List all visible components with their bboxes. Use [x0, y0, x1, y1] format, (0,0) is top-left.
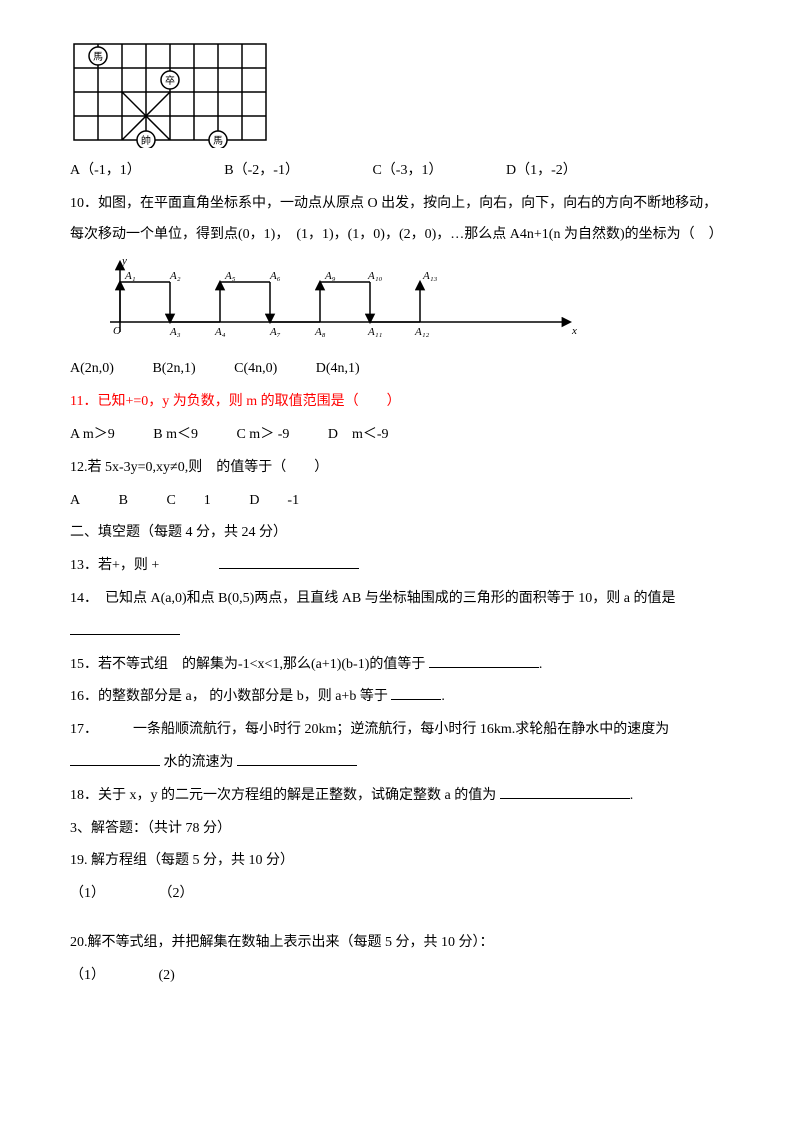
svg-text:O: O: [113, 325, 121, 337]
q12-options: A B C 1 D -1: [70, 486, 730, 517]
section2-title: 二、填空题（每题 4 分，共 24 分）: [70, 518, 730, 549]
q15: 15．若不等式组 的解集为-1<x<1,那么(a+1)(b-1)的值等于 .: [70, 650, 730, 681]
opt-c: C m＞ -9: [236, 420, 289, 451]
q17-line2: 水的流速为: [70, 748, 730, 779]
opt-b: B（-2，-1）: [224, 156, 299, 187]
q14: 14． 已知点 A(a,0)和点 B(0,5)两点，且直线 AB 与坐标轴围成的…: [70, 584, 730, 615]
section3-title: 3、解答题：（共计 78 分）: [70, 814, 730, 845]
q19-sub2: （2）: [159, 879, 194, 910]
q17-pre: 17． 一条船顺流航行，每小时行 20km；逆流航行，每小时行 16km.求轮船…: [70, 722, 669, 737]
svg-text:x: x: [571, 325, 577, 337]
opt-b: B(2n,1): [152, 354, 195, 385]
q19-title: 19. 解方程组（每题 5 分，共 10 分）: [70, 846, 730, 877]
opt-d: D(4n,1): [316, 354, 360, 385]
svg-text:A₁₃: A₁₃: [422, 270, 438, 282]
q19-sub1: （1）: [70, 879, 105, 910]
blank: [70, 752, 160, 766]
svg-text:A₄: A₄: [214, 326, 226, 338]
svg-text:A₁₁: A₁₁: [367, 326, 383, 338]
opt-d: D（1，-2）: [506, 156, 577, 187]
svg-text:A₃: A₃: [169, 326, 181, 338]
blank: [219, 555, 359, 569]
q20-title: 20.解不等式组，并把解集在数轴上表示出来（每题 5 分，共 10 分）：: [70, 928, 730, 959]
q20-sub1: （1）: [70, 961, 105, 992]
opt-c: C 1: [166, 486, 210, 517]
q15-text: 15．若不等式组 的解集为-1<x<1,那么(a+1)(b-1)的值等于: [70, 657, 425, 672]
chess-board-figure: 馬 卒 帥 馬: [70, 40, 730, 148]
svg-text:A₉: A₉: [324, 270, 336, 282]
q11-text: 11．已知+=0，y 为负数，则 m 的取值范围是（ ）: [70, 387, 730, 418]
q13-text: 13．若+，则 +: [70, 558, 215, 573]
svg-text:y: y: [121, 255, 127, 267]
opt-a: A(2n,0): [70, 354, 114, 385]
opt-d: D m＜-9: [328, 420, 389, 451]
svg-text:A₅: A₅: [224, 270, 236, 282]
q14-blank-line: [70, 617, 730, 648]
q18: 18．关于 x，y 的二元一次方程组的解是正整数，试确定整数 a 的值为 .: [70, 781, 730, 812]
svg-text:卒: 卒: [165, 74, 175, 87]
svg-text:A₂: A₂: [169, 270, 181, 282]
q10-options: A(2n,0) B(2n,1) C(4n,0) D(4n,1): [70, 354, 730, 385]
opt-a: A: [70, 486, 80, 517]
svg-text:A₁: A₁: [124, 270, 136, 282]
svg-text:A₁₀: A₁₀: [367, 270, 383, 282]
opt-a: A（-1，1）: [70, 156, 141, 187]
svg-text:馬: 馬: [93, 51, 103, 63]
opt-c: C（-3，1）: [372, 156, 442, 187]
opt-b: B m＜9: [153, 420, 198, 451]
q18-text: 18．关于 x，y 的二元一次方程组的解是正整数，试确定整数 a 的值为: [70, 788, 496, 803]
q19-subs: （1） （2）: [70, 879, 730, 910]
q12-text: 12.若 5x-3y=0,xy≠0,则 的值等于（ ）: [70, 453, 730, 484]
blank: [70, 621, 180, 635]
q14-text: 14． 已知点 A(a,0)和点 B(0,5)两点，且直线 AB 与坐标轴围成的…: [70, 591, 675, 606]
q9-options: A（-1，1） B（-2，-1） C（-3，1） D（1，-2）: [70, 156, 730, 187]
opt-c: C(4n,0): [234, 354, 277, 385]
blank: [500, 785, 630, 799]
svg-text:A₇: A₇: [269, 326, 281, 338]
svg-text:A₆: A₆: [269, 270, 281, 282]
svg-text:馬: 馬: [213, 135, 223, 147]
q10-text: 10．如图，在平面直角坐标系中，一动点从原点 O 出发，按向上，向右，向下，向右…: [70, 189, 730, 251]
q17-line1: 17． 一条船顺流航行，每小时行 20km；逆流航行，每小时行 16km.求轮船…: [70, 715, 730, 746]
blank: [391, 686, 441, 700]
svg-text:帥: 帥: [141, 134, 151, 147]
q16-text: 16．的整数部分是 a， 的小数部分是 b，则 a+b 等于: [70, 689, 388, 704]
blank: [237, 752, 357, 766]
opt-a: A m＞9: [70, 420, 115, 451]
q20-sub2: (2): [159, 961, 175, 992]
q20-subs: （1） (2): [70, 961, 730, 992]
blank: [429, 654, 539, 668]
opt-b: B: [119, 486, 128, 517]
q10-diagram: O y x A₁ A₂ A₃ A₄ A₅ A₆ A₇ A₈ A₉: [70, 252, 730, 352]
opt-d: D -1: [249, 486, 299, 517]
q11-options: A m＞9 B m＜9 C m＞ -9 D m＜-9: [70, 420, 730, 451]
svg-text:A₁₂: A₁₂: [414, 326, 430, 338]
q17-mid: 水的流速为: [164, 755, 234, 770]
svg-text:A₈: A₈: [314, 326, 326, 338]
q13: 13．若+，则 +: [70, 551, 730, 582]
q16: 16．的整数部分是 a， 的小数部分是 b，则 a+b 等于 .: [70, 682, 730, 713]
